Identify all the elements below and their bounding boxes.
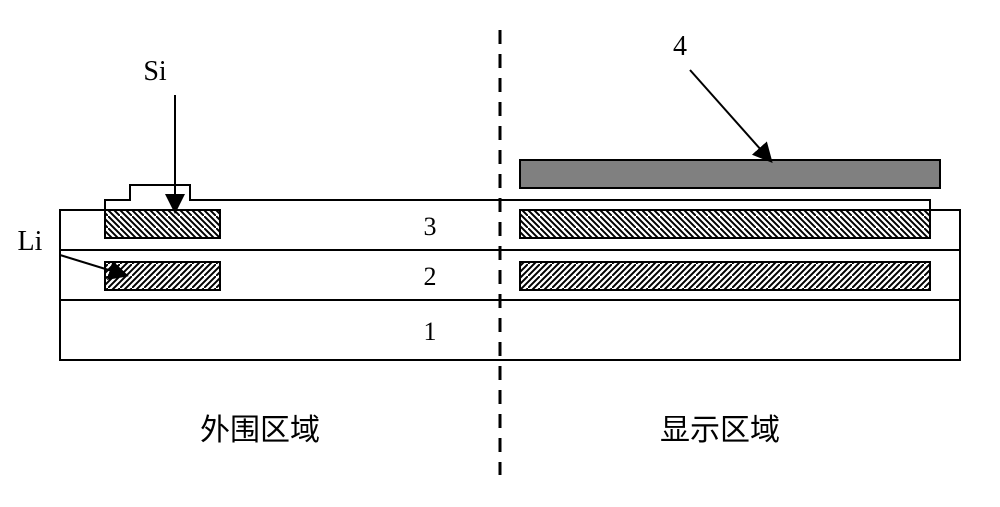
layer-4 — [520, 160, 940, 188]
si-strip-right — [520, 210, 930, 238]
layer-number-3: 3 — [424, 212, 437, 241]
label-display-region: 显示区域 — [660, 414, 780, 447]
label-peripheral-region: 外围区域 — [200, 414, 320, 447]
arrow-4 — [690, 70, 770, 160]
diagram-root: Si Li 4 3 2 1 外围区域 显示区域 — [0, 0, 1000, 507]
label-4: 4 — [673, 31, 687, 62]
li-strip-right — [520, 262, 930, 290]
si-strip-left — [105, 210, 220, 238]
layer-number-1: 1 — [424, 317, 437, 346]
layer-number-2: 2 — [424, 262, 437, 291]
label-li: Li — [18, 226, 43, 257]
li-strip-left — [105, 262, 220, 290]
layer-1-substrate — [60, 300, 960, 360]
label-si: Si — [143, 56, 167, 87]
